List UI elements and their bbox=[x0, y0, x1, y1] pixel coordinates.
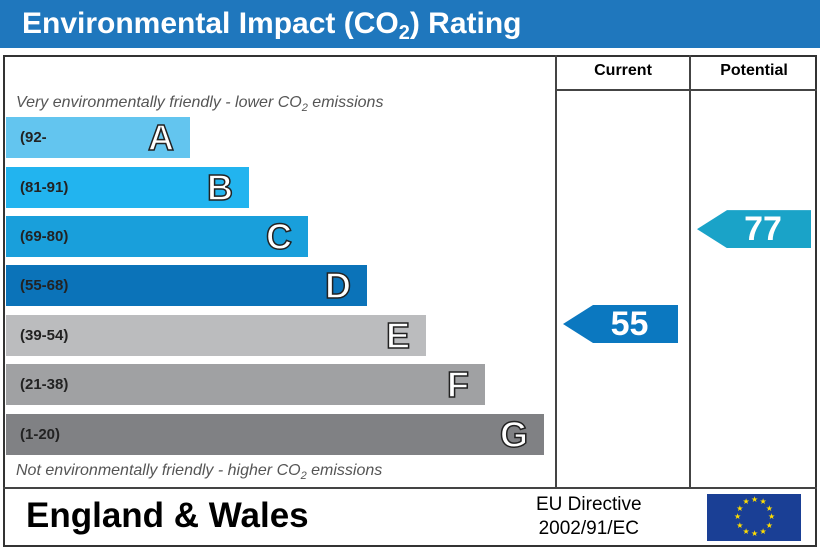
band-range: (81-91) bbox=[20, 179, 69, 196]
band-range: (39-54) bbox=[20, 327, 69, 344]
star-icon: ★ bbox=[734, 512, 742, 521]
band-g: (1-20) G bbox=[6, 413, 544, 456]
band-letter: D bbox=[324, 264, 352, 307]
star-icon: ★ bbox=[768, 512, 776, 521]
band-range: (55-68) bbox=[20, 277, 69, 294]
band-letter: C bbox=[265, 215, 293, 258]
chart-title: Environmental Impact (CO2) Rating bbox=[0, 0, 820, 48]
band-d: (55-68) D bbox=[6, 264, 367, 307]
band-letter: E bbox=[385, 314, 411, 357]
band-range: (1-20) bbox=[20, 426, 61, 443]
star-icon: ★ bbox=[751, 495, 759, 504]
band-range: (69-80) bbox=[20, 228, 69, 245]
column-potential: Potential bbox=[720, 62, 788, 79]
star-icon: ★ bbox=[751, 529, 759, 538]
divider bbox=[689, 55, 691, 488]
bottom-note: Not environmentally friendly - higher CO… bbox=[16, 462, 383, 483]
band-letter: B bbox=[206, 166, 234, 209]
divider bbox=[555, 89, 817, 91]
top-note: Very environmentally friendly - lower CO… bbox=[16, 94, 384, 115]
band-f: (21-38) F bbox=[6, 363, 485, 406]
band-range: (92- bbox=[20, 129, 47, 146]
star-icon: ★ bbox=[759, 497, 767, 507]
star-icon: ★ bbox=[742, 526, 750, 536]
star-icon: ★ bbox=[742, 497, 750, 507]
star-icon: ★ bbox=[759, 526, 767, 536]
band-range: (21-38) bbox=[20, 376, 69, 393]
star-icon: ★ bbox=[765, 503, 773, 513]
star-icon: ★ bbox=[736, 503, 744, 513]
potential-rating-arrow: 77 bbox=[697, 210, 811, 249]
band-letter: A bbox=[147, 116, 175, 159]
divider bbox=[555, 55, 557, 488]
star-icon: ★ bbox=[765, 520, 773, 530]
eu-flag-icon: ★ ★ ★ ★ ★ ★ ★ ★ ★ ★ ★ ★ bbox=[707, 494, 801, 541]
band-e: (39-54) E bbox=[6, 314, 426, 357]
band-b: (81-91) B bbox=[6, 166, 249, 209]
column-current: Current bbox=[594, 62, 652, 79]
band-c: (69-80) C bbox=[6, 215, 308, 258]
band-a: (92- A bbox=[6, 116, 190, 159]
divider bbox=[3, 487, 817, 489]
band-letter: G bbox=[499, 413, 529, 456]
rating-frame bbox=[3, 55, 817, 547]
band-letter: F bbox=[446, 363, 470, 406]
region-label: England & Wales bbox=[26, 496, 309, 535]
eu-directive: EU Directive 2002/91/EC bbox=[536, 494, 642, 539]
star-icon: ★ bbox=[736, 520, 744, 530]
